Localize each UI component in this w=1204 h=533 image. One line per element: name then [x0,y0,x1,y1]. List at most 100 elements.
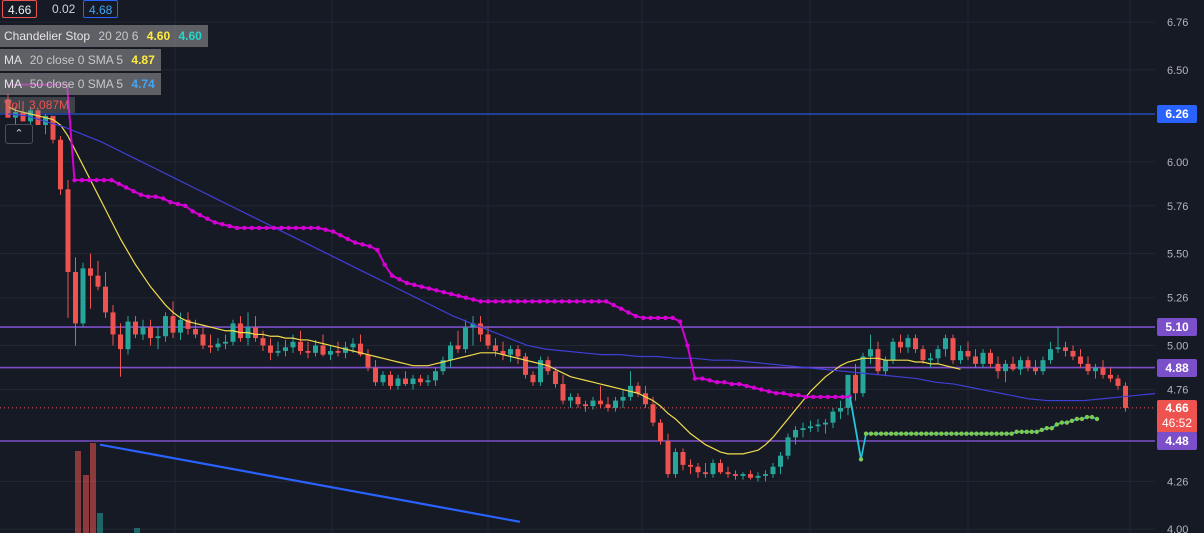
candle-body [20,112,26,122]
candle-body [868,349,873,357]
candle-body [733,474,738,476]
candle-body [740,474,746,476]
chandelier-stop-dot [648,315,653,321]
chandelier-long-dot [954,431,959,436]
chandelier-stop-dot [412,282,417,288]
chandelier-stop-dot [685,343,690,348]
chandelier-stop-dot [205,216,210,221]
candle-body [643,393,648,405]
candle-body [148,327,153,339]
chandelier-stop-dot [840,394,845,400]
candle-body [110,312,116,335]
chandelier-stop-dot [183,203,188,209]
chandelier-stop-dot [227,223,232,229]
chandelier-stop-dot [751,385,757,390]
chandelier-long-dot [1014,429,1019,435]
candle-body [223,341,228,344]
candle-body [88,268,93,276]
legend-name: Vol [4,98,21,112]
candle-body [598,400,603,405]
candle-body [485,334,491,346]
chandelier-stop-dot [441,289,446,295]
candle-body [358,343,363,355]
axis-tick-label: 4.00 [1167,524,1188,533]
header-value-change: 0.02 [52,2,76,16]
legend-ma50[interactable]: MA 50 close 0 SMA 5 4.74 [0,73,161,95]
chandelier-stop-dot [234,225,240,231]
candle-body [710,463,716,475]
candle-body [763,474,768,476]
chandelier-stop-dot [286,225,291,231]
candle-body [1010,363,1016,370]
chandelier-long-dot [934,431,939,436]
candle-body [1063,347,1068,351]
chandelier-stop-dot [559,299,565,304]
chandelier-long-dot [863,431,869,436]
chandelier-long-dot [969,431,974,436]
chandelier-flip-line [849,396,862,460]
last-price-value: 4.66 [1165,401,1189,415]
trendline-layer [99,443,521,523]
candle-body [508,349,513,355]
chandelier-stop-dot [271,225,277,231]
axis-tick-label: 6.76 [1167,17,1188,29]
chandelier-stop-dot [256,225,262,231]
candle-body [980,352,986,364]
chandelier-stop-dot [773,391,779,396]
chandelier-stop-dot [345,236,350,242]
legend-volume[interactable]: Vol 3.087M [0,97,76,113]
level-tag-4-88: 4.88 [1157,359,1197,377]
axis-tick-label: 6.50 [1167,65,1188,77]
candle-body [253,327,258,339]
chandelier-stop-line [8,83,850,398]
chandelier-long-dot [964,431,969,436]
collapse-legend-button[interactable]: ⌃ [5,124,33,144]
chandelier-stop-dot [552,299,557,304]
candle-body [35,110,41,126]
chandelier-stop-dot [448,291,454,297]
candle-body [125,321,131,350]
axis-tick-label: 5.50 [1167,249,1188,261]
candle-body [50,115,56,140]
candle-body [1085,363,1091,372]
chandelier-stop-dot [109,177,114,183]
candle-body [403,378,408,385]
candle-body [590,400,596,407]
candle-body [958,350,963,361]
candle-body [425,380,431,383]
chandelier-stop-dot [397,277,402,282]
chandelier-long-dot [1029,429,1034,435]
axis-tick-label: 5.26 [1167,293,1188,305]
chandelier-stop-dot [264,225,269,231]
legend-ma20[interactable]: MA 20 close 0 SMA 5 4.87 [0,49,161,71]
chandelier-stop-dot [404,280,410,286]
chandelier-long-dot [929,431,934,436]
chandelier-stop-dot [692,376,698,381]
chandelier-stop-dot [604,299,609,304]
chandelier-long-dot [1039,427,1044,433]
candle-body [800,428,806,430]
chandelier-stop-dot [434,288,439,293]
chandelier-stop-dot [87,177,92,183]
candle-body [58,139,63,190]
chandelier-long-dot [1084,414,1090,420]
chandelier-long-dot [1044,425,1049,431]
chandelier-long-dot [949,431,954,436]
candle-body [560,384,566,401]
legend-chandelier-stop[interactable]: Chandelier Stop 20 20 6 4.60 4.60 [0,25,208,47]
candle-body [553,371,558,385]
candle-body [208,345,213,348]
chandelier-stop-dot [301,225,306,231]
chandelier-stop-dot [544,299,550,304]
chandelier-stop-dot [833,394,838,400]
candle-body [1108,374,1113,379]
chandelier-stop-dot [788,392,794,398]
chandelier-stop-dot [456,293,461,299]
chandelier-stop-dot [175,201,181,207]
legend-name: MA [4,77,22,91]
candle-body [313,345,318,353]
candle-body [785,437,791,456]
axis-tick-label: 5.00 [1167,340,1188,352]
candle-body [1055,347,1061,350]
